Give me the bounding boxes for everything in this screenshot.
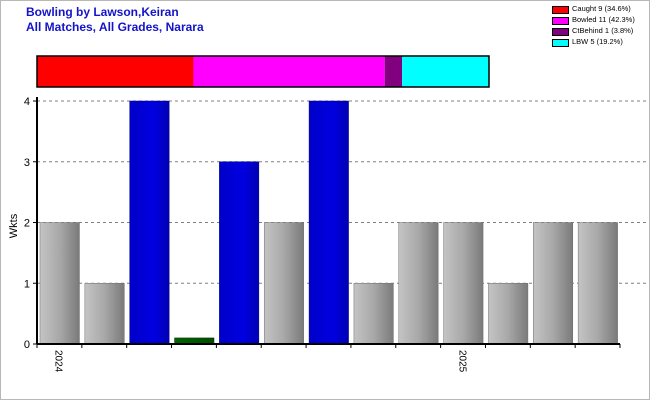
legend-label-ctbehind: CtBehind 1 (3.8%) [572, 26, 634, 35]
chart-subtitle: All Matches, All Grades, Narara [26, 20, 204, 34]
bar-6 [308, 100, 349, 345]
y-tick-label-3: 3 [24, 157, 30, 169]
y-tick-label-4: 4 [24, 96, 30, 108]
bar-4 [219, 161, 260, 345]
legend-swatch-caught [552, 6, 569, 14]
legend-swatch-bowled [552, 17, 569, 25]
bar-12 [577, 222, 618, 345]
chart-title: Bowling by Lawson,Keiran [26, 5, 179, 19]
tick-labels: 0 1 2 3 4 2024 2025 [24, 96, 467, 373]
axes [33, 97, 621, 348]
dismissal-bar-outline [36, 55, 490, 88]
dismissal-segment-3 [402, 56, 489, 87]
dismissal-segment-2 [384, 56, 403, 87]
y-tick-label-2: 2 [24, 218, 30, 230]
bar-series [39, 100, 618, 345]
bar-1 [84, 283, 125, 345]
legend-swatch-ctbehind [552, 28, 569, 36]
bar-7 [353, 283, 394, 345]
dismissal-segment-0 [37, 56, 194, 87]
bar-11 [533, 222, 574, 345]
legend-label-caught: Caught 9 (34.6%) [572, 4, 631, 13]
bar-9 [443, 222, 484, 345]
bar-2 [129, 100, 170, 345]
bar-10 [488, 283, 529, 345]
dismissal-segment-1 [193, 56, 385, 87]
dismissal-breakdown-bar [36, 55, 490, 88]
bar-5 [263, 222, 304, 345]
y-tick-label-0: 0 [24, 339, 30, 351]
legend-label-bowled: Bowled 11 (42.3%) [572, 15, 635, 24]
bar-8 [398, 222, 439, 345]
legend-label-lbw: LBW 5 (19.2%) [572, 37, 623, 46]
x-tick-label-0: 2024 [53, 350, 64, 373]
y-tick-label-1: 1 [24, 278, 30, 290]
bar-0 [39, 222, 80, 345]
y-axis-label: Wkts [8, 213, 20, 238]
legend-swatch-lbw [552, 39, 569, 47]
x-tick-label-1: 2025 [456, 350, 467, 373]
